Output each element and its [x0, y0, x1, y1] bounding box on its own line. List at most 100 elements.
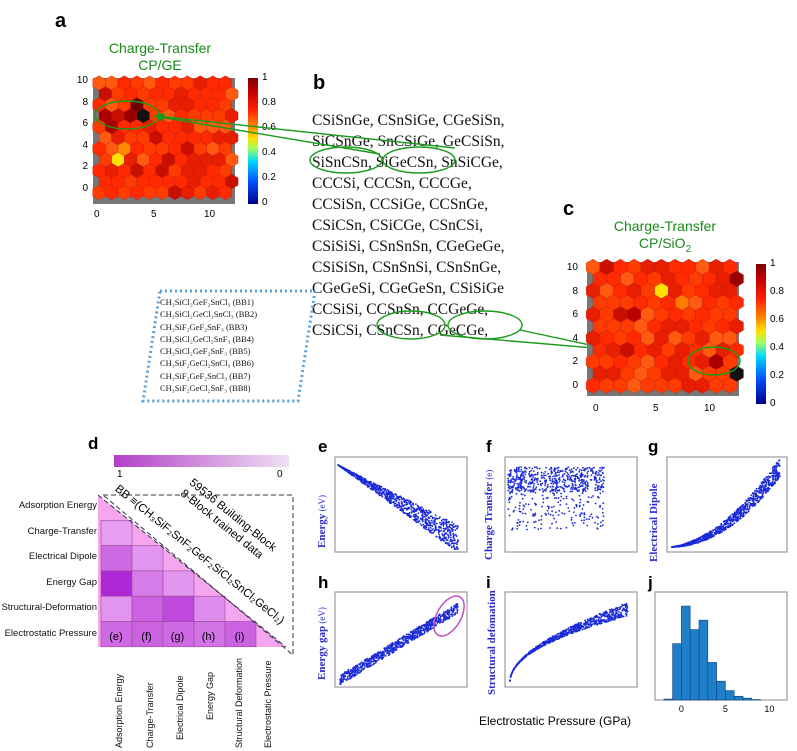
- scatter-point: [408, 507, 411, 509]
- cbar-tick: 0.8: [770, 286, 784, 297]
- panel-label-a: a: [55, 10, 67, 32]
- scatter-point: [451, 611, 454, 613]
- scatter-point: [599, 488, 602, 491]
- scatter-point: [374, 490, 377, 493]
- scatter-point: [625, 615, 628, 617]
- scatter-point: [369, 659, 372, 662]
- scatter-point: [454, 548, 456, 550]
- scatter-point: [584, 474, 587, 477]
- scatter-point: [599, 467, 601, 469]
- scatter-point: [382, 487, 384, 490]
- scatter-point: [583, 516, 586, 519]
- scatter-point: [447, 543, 450, 546]
- scatter-point: [606, 611, 609, 614]
- scatter-point: [385, 647, 388, 650]
- scatter-point: [598, 481, 600, 484]
- scatter-point: [543, 472, 545, 475]
- scatter-point: [552, 483, 555, 485]
- scatter-point: [420, 524, 423, 527]
- scatter-point: [426, 628, 429, 630]
- scatter-point: [421, 513, 424, 515]
- scatter-point: [735, 514, 737, 517]
- scatter-point: [759, 496, 761, 499]
- scatter-point: [755, 494, 758, 497]
- scatter-point: [612, 619, 615, 621]
- scatter-point: [508, 501, 511, 504]
- scatter-point: [586, 472, 589, 474]
- scatter-point: [553, 488, 555, 491]
- scatter-point: [563, 512, 566, 515]
- scatter-point: [599, 470, 602, 473]
- cell-label: (f): [141, 631, 152, 643]
- scatter-point: [454, 612, 456, 615]
- scatter-point: [443, 536, 446, 538]
- scatter-point: [424, 627, 427, 630]
- scatter-point: [392, 647, 395, 650]
- scatter-point: [610, 608, 613, 611]
- scatter-point: [580, 519, 583, 522]
- scatter-point: [425, 526, 428, 529]
- plot-frame: [666, 456, 788, 553]
- scatter-point: [709, 536, 712, 538]
- scatter-point: [542, 501, 545, 504]
- scatter-point: [451, 527, 453, 529]
- scatter-point: [523, 488, 526, 490]
- scatter-point: [559, 470, 562, 473]
- colorbar: [756, 264, 766, 404]
- scatter-points: [337, 464, 459, 550]
- scatter-point: [768, 472, 771, 475]
- scatter-point: [567, 473, 570, 476]
- scatter-point: [750, 494, 753, 497]
- scatter-point: [456, 541, 458, 544]
- scatter-point: [600, 622, 603, 625]
- scatter-point: [599, 506, 601, 508]
- scatter-point: [583, 479, 585, 481]
- scatter-point: [624, 606, 627, 608]
- scatter-point: [397, 495, 400, 498]
- scatter-point: [391, 645, 394, 648]
- scatter-point: [444, 618, 447, 621]
- scatter-point: [515, 487, 518, 489]
- scatter-point: [541, 505, 543, 508]
- scatter-point: [529, 489, 531, 491]
- scatter-point: [574, 625, 577, 628]
- scatter-point: [400, 501, 403, 504]
- scatter-point: [560, 495, 563, 498]
- scatter-point: [583, 622, 585, 625]
- scatter-point: [568, 479, 571, 481]
- scatter-point: [513, 668, 515, 671]
- scatter-point: [581, 474, 584, 477]
- scatter-point: [415, 627, 418, 630]
- scatter-point: [455, 546, 458, 549]
- scatter-point: [530, 469, 533, 472]
- scatter-point: [376, 657, 378, 659]
- scatter-point: [537, 528, 540, 530]
- panel-label-c: c: [563, 198, 575, 220]
- matrix-cell: [131, 570, 164, 597]
- scatter-point: [391, 651, 393, 653]
- building-block-item: CH₃SiCl₂GeF₂SnCl₃ (BB1): [160, 297, 254, 307]
- scatter-point: [534, 502, 536, 505]
- scatter-point: [773, 474, 775, 477]
- scatter-point: [587, 501, 590, 503]
- scatter-point: [456, 543, 458, 546]
- scatter-point: [512, 476, 515, 478]
- scatter-point: [593, 477, 596, 480]
- cell-label: (i): [234, 631, 245, 643]
- scatter-point: [585, 480, 588, 483]
- scatter-point: [512, 510, 515, 513]
- colorbar-ticks: 1 0.8 0.6 0.4 0.2 0: [770, 258, 784, 426]
- scatter-point: [677, 545, 679, 547]
- ellipse-csncsn: [376, 310, 446, 340]
- scatter-point: [553, 638, 555, 641]
- scatter-point: [427, 629, 429, 632]
- scatter-point: [340, 681, 343, 684]
- scatter-point: [448, 609, 450, 612]
- scatter-point: [600, 474, 602, 477]
- col-label: Structural Deformation: [234, 657, 244, 748]
- scatter-point: [412, 507, 415, 510]
- scatter-point: [575, 630, 577, 633]
- scatter-point: [765, 483, 768, 485]
- ylabel-h: Energy gap (eV): [316, 607, 328, 680]
- scatter-point: [399, 505, 402, 508]
